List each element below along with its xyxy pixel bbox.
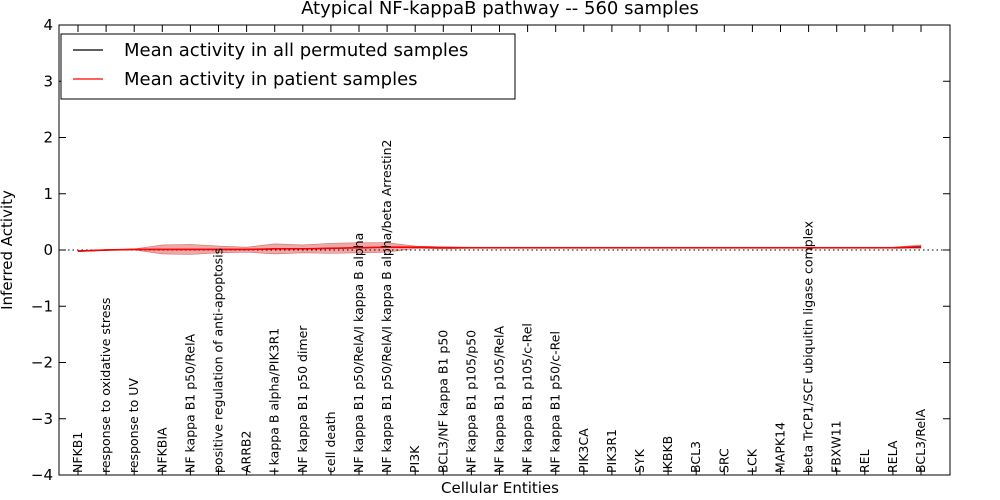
y-axis-title: Inferred Activity [0, 190, 16, 310]
x-category-label: NF kappa B1 p50/RelA [182, 333, 197, 473]
patient-activity-band [77, 242, 922, 255]
x-category-label: BCL3 [688, 441, 703, 473]
x-category-label: NF kappa B1 p105/c-Rel [520, 323, 535, 473]
x-category-label: PIK3CA [576, 428, 591, 473]
y-tick-label: −2 [31, 354, 53, 372]
x-category-label: NF kappa B1 p50 dimer [295, 325, 310, 473]
x-category-label: response to UV [126, 378, 141, 473]
x-axis-title: Cellular Entities [441, 479, 559, 497]
y-tick-label: 0 [43, 241, 53, 259]
x-category-label: positive regulation of anti-apoptosis [211, 248, 226, 473]
legend-label: Mean activity in all permuted samples [124, 40, 468, 61]
y-tick-label: −4 [31, 466, 53, 484]
x-category-label: NFKB1 [70, 432, 85, 473]
x-category-label: FBXW11 [829, 420, 844, 473]
x-category-label: NF kappa B1 p105/p50 [463, 330, 478, 473]
x-category-label: RELA [885, 440, 900, 473]
y-tick-label: 2 [43, 129, 53, 147]
x-category-label: PIK3R1 [604, 429, 619, 473]
x-category-label: BCL3/RelA [913, 409, 928, 473]
y-tick-label: −1 [31, 297, 53, 315]
x-category-label: cell death [323, 411, 338, 473]
x-category-label: I kappa B alpha/PIK3R1 [267, 328, 282, 473]
x-category-label: LCK [744, 448, 759, 473]
x-category-label: IKBKB [660, 436, 675, 473]
y-tick-label: 1 [43, 185, 53, 203]
x-category-label: NF kappa B1 p50/c-Rel [548, 331, 563, 473]
x-category-labels: NFKB1 response to oxidative stress respons… [70, 25, 928, 475]
y-tick-label: 4 [43, 16, 53, 34]
legend-label: Mean activity in patient samples [124, 69, 418, 90]
x-category-label: NFKBIA [154, 427, 169, 473]
x-category-label: beta TrCP1/SCF ubiquitin ligase complex [801, 221, 816, 473]
x-category-label: PI3K [407, 445, 422, 473]
x-category-label: response to oxidative stress [98, 298, 113, 473]
patient-mean-line [77, 245, 922, 252]
x-category-label: ARRB2 [239, 431, 254, 473]
x-category-label: SYK [632, 448, 647, 473]
x-category-label: SRC [716, 448, 731, 473]
y-tick-label: 3 [43, 72, 53, 90]
legend-box [60, 33, 516, 100]
y-tick-label: −3 [31, 410, 53, 428]
x-category-label: NF kappa B1 p50/RelA/I kappa B alpha/bet… [379, 140, 394, 474]
chart-title: Atypical NF-kappaB pathway -- 560 sample… [301, 0, 699, 19]
x-category-label: MAPK14 [773, 422, 788, 473]
legend: Mean activity in all permuted samples Mea… [60, 33, 516, 100]
x-category-label: NF kappa B1 p105/RelA [492, 326, 507, 473]
y-axis: −4 −3 −2 −1 0 1 2 3 4 [31, 16, 950, 484]
x-category-label: BCL3/NF kappa B1 p50 [435, 330, 450, 473]
x-category-label: REL [857, 449, 872, 473]
x-category-label: NF kappa B1 p50/RelA/I kappa B alpha [351, 233, 366, 473]
